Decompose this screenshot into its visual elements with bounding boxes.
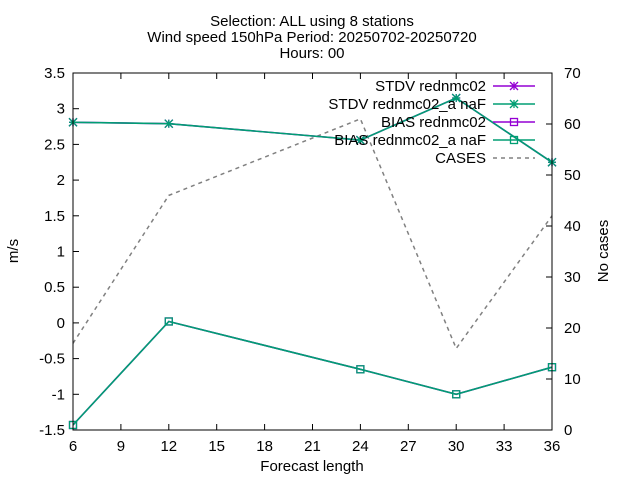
chart-title: Selection: ALL using 8 stations Wind spe… <box>147 13 476 62</box>
y2-tick-label: 50 <box>564 167 581 184</box>
y-tick-label: 1 <box>57 244 65 261</box>
y-tick-label: 2 <box>57 172 65 189</box>
y-tick-label: 2.5 <box>44 136 65 153</box>
axes-layer: 6 9 12 15 18 21 24 27 30 33 36-1.5-1-0.500.511.522… <box>39 65 581 455</box>
series-line <box>72 320 553 426</box>
y-axis-label: m/s <box>5 239 22 263</box>
y2-tick-label: 30 <box>564 269 581 286</box>
x-tick-label: 15 <box>208 438 225 455</box>
title-line-2: Wind speed 150hPa Period: 20250702-20250… <box>147 29 476 46</box>
data-point <box>164 317 173 326</box>
series-line <box>72 320 553 426</box>
x-tick-label: 30 <box>448 438 465 455</box>
legend-marker <box>509 99 519 109</box>
data-point <box>452 390 461 399</box>
y-tick-label: 0.5 <box>44 279 65 296</box>
legend-label: BIAS rednmc02_a naF <box>334 132 486 149</box>
y2-tick-label: 60 <box>564 116 581 133</box>
x-tick-label: 33 <box>496 438 513 455</box>
legend-label: STDV rednmc02_a naF <box>328 96 486 113</box>
data-point <box>451 93 461 103</box>
data-point <box>164 119 174 129</box>
y-tick-label: 3.5 <box>44 65 65 82</box>
y2-tick-label: 70 <box>564 65 581 82</box>
y2-tick-label: 10 <box>564 371 581 388</box>
x-tick-label: 6 <box>69 438 77 455</box>
x-tick-label: 27 <box>400 438 417 455</box>
legend-label: STDV rednmc02 <box>375 78 486 95</box>
y2-axis-label: No cases <box>595 220 612 283</box>
legend-marker <box>509 81 519 91</box>
legend-entry: BIAS rednmc02 <box>381 114 535 131</box>
series-3 <box>68 317 557 430</box>
legend-marker <box>509 117 519 127</box>
y-tick-label: -1 <box>52 386 65 403</box>
data-point <box>355 135 365 145</box>
legend-entry: STDV rednmc02_a naF <box>328 96 535 113</box>
x-tick-label: 18 <box>256 438 273 455</box>
x-tick-label: 21 <box>304 438 321 455</box>
y-tick-label: 1.5 <box>44 208 65 225</box>
y-tick-label: 0 <box>57 315 65 332</box>
y-tick-label: -0.5 <box>39 351 65 368</box>
x-tick-label: 12 <box>160 438 177 455</box>
x-tick-label: 24 <box>352 438 369 455</box>
y2-tick-label: 0 <box>564 422 572 439</box>
legend-label: BIAS rednmc02 <box>381 114 486 131</box>
legend-label: CASES <box>435 150 486 167</box>
legend-entry: BIAS rednmc02_a naF <box>334 132 535 149</box>
plot-frame <box>72 72 553 431</box>
x-axis-label: Forecast length <box>260 458 363 475</box>
title-line-1: Selection: ALL using 8 stations <box>210 13 414 30</box>
series-2 <box>68 317 557 430</box>
y2-tick-label: 20 <box>564 320 581 337</box>
y2-tick-label: 40 <box>564 218 581 235</box>
data-point <box>356 365 365 374</box>
x-tick-label: 36 <box>544 438 561 455</box>
y-tick-label: 3 <box>57 101 65 118</box>
legend-entry: CASES <box>435 150 535 167</box>
x-tick-label: 9 <box>117 438 125 455</box>
series-layer <box>68 93 557 430</box>
legend-marker <box>509 135 519 145</box>
y-tick-label: -1.5 <box>39 422 65 439</box>
legend-entry: STDV rednmc02 <box>375 78 535 95</box>
title-line-3: Hours: 00 <box>279 45 344 62</box>
